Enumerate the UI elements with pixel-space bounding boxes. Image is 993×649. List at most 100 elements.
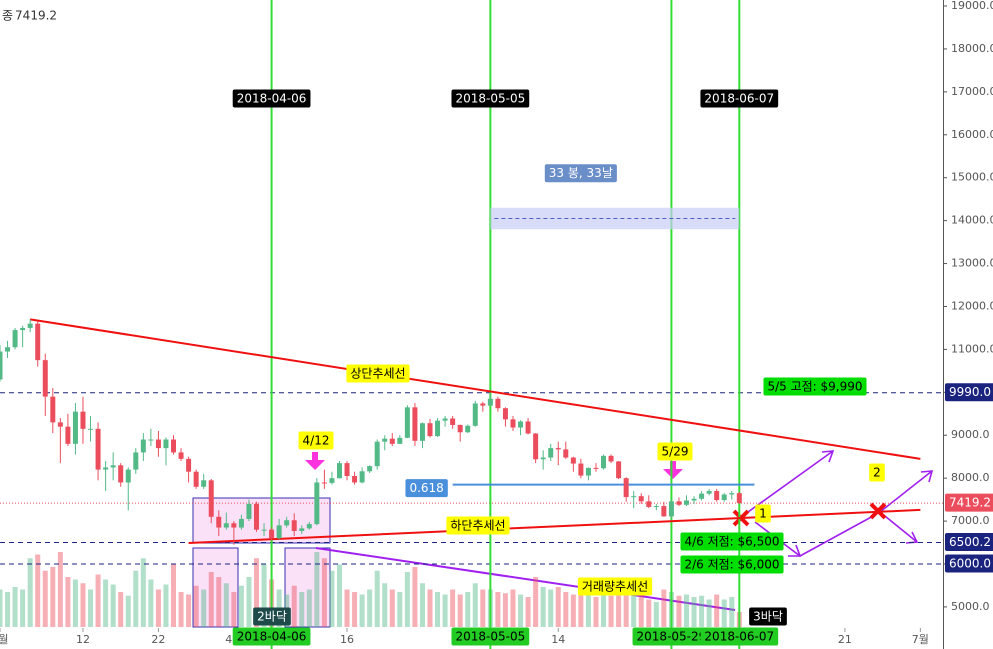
candle-body	[155, 439, 161, 449]
candle-body	[178, 452, 184, 459]
date-label-bottom-bg	[451, 627, 530, 646]
candle-body	[344, 463, 350, 477]
fib-label: 0.618	[409, 481, 443, 495]
volume-bar	[661, 589, 667, 627]
candle-body	[668, 501, 674, 517]
volume-bar	[450, 589, 456, 627]
candle-body	[352, 476, 358, 483]
volume-box	[284, 547, 331, 628]
y-tick-label: 12000.0	[951, 299, 993, 312]
volume-bar	[171, 564, 177, 627]
volume-bar	[585, 592, 591, 627]
candle-body	[646, 501, 652, 507]
note: 5/5 고점: $9,990	[767, 380, 862, 394]
candle-body	[480, 403, 486, 406]
volume-bar	[623, 583, 629, 627]
arrow	[305, 452, 683, 479]
candle-body	[548, 448, 554, 458]
y-tick-label: 8000.0	[951, 471, 990, 484]
x-tick-label: 16	[340, 633, 354, 646]
volume-bar	[155, 589, 161, 627]
date-label-top-bg	[232, 89, 311, 108]
volume-bar	[72, 579, 78, 627]
volume-bar	[608, 595, 614, 627]
date-label-bottom: 2018-04-06	[237, 630, 307, 644]
candle-body	[133, 452, 139, 470]
candle-body	[721, 494, 727, 501]
candle-body	[435, 420, 441, 437]
candle-body	[163, 439, 169, 449]
range-label: 33 봉, 33날	[549, 166, 613, 180]
trend-label-bg	[346, 364, 410, 383]
candle-body	[570, 457, 576, 464]
volume-bar	[65, 577, 71, 627]
y-tick-label: 11000.0	[951, 342, 993, 355]
candle-body	[601, 455, 607, 469]
x-tick-label: 22	[151, 633, 165, 646]
volume-bar	[208, 572, 214, 627]
candle-body	[502, 408, 508, 420]
date-label-bottom-bg	[232, 627, 311, 646]
volume-bar	[20, 589, 26, 627]
candle-body	[525, 421, 531, 434]
candle-body	[231, 523, 237, 528]
volume-bar	[510, 589, 516, 627]
note: 2	[873, 466, 881, 480]
candle-body	[253, 503, 259, 530]
y-tick-label: 19000.0	[951, 0, 993, 12]
y-tick-label: 7000.0	[951, 514, 990, 527]
candle-body	[518, 421, 524, 428]
y-tick-label: 17000.0	[951, 85, 993, 98]
candle-body	[50, 396, 56, 423]
candle-body	[321, 482, 327, 484]
candle-body	[563, 449, 569, 458]
note-bg	[755, 504, 771, 523]
note: 3바닥	[753, 610, 783, 624]
candle-body	[35, 323, 41, 361]
candle-body	[261, 529, 267, 531]
candle-body	[95, 428, 101, 470]
candle-body	[216, 516, 222, 528]
volume-bar	[253, 558, 259, 627]
y-tick-label: 15000.0	[951, 171, 993, 184]
candle-body	[676, 501, 682, 505]
candle-body	[148, 439, 154, 441]
trend-label: 하단추세선	[450, 519, 505, 533]
volume-bar	[352, 592, 358, 627]
candle-body	[171, 439, 177, 453]
candle-body	[427, 423, 433, 437]
x-tick-label: 7월	[912, 633, 929, 646]
volume-bar	[42, 570, 48, 627]
date-label-top: 2018-06-07	[704, 92, 774, 106]
volume-bar	[570, 594, 576, 627]
volume-bar	[691, 597, 697, 627]
note-bg	[253, 607, 291, 626]
candle-body	[374, 441, 380, 467]
date-label-top-bg	[700, 89, 779, 108]
price-tag-bg	[945, 383, 993, 402]
candle-body	[578, 463, 584, 476]
volume-bar	[578, 589, 584, 627]
candle-body	[706, 491, 712, 494]
volume-bar	[367, 589, 373, 627]
candle-body	[42, 360, 48, 397]
volume-bar	[80, 583, 86, 627]
volume-bar	[178, 592, 184, 627]
note: 4/12	[303, 434, 330, 448]
volume-box	[192, 547, 239, 628]
volume-bar	[163, 584, 169, 627]
date-label-top: 2018-04-06	[237, 92, 307, 106]
volume-bar	[465, 592, 471, 627]
date-label-bottom-bg	[632, 627, 711, 646]
candle-body	[699, 493, 705, 499]
volume-bar	[533, 577, 539, 627]
projection	[747, 450, 934, 557]
candle-body	[291, 520, 297, 531]
x-tick-label: 3월	[0, 633, 9, 646]
volume-bar	[472, 583, 478, 627]
volume-bar	[435, 592, 441, 627]
candle-body	[246, 503, 252, 519]
volume-bar	[631, 589, 637, 627]
candle-body	[555, 448, 561, 450]
